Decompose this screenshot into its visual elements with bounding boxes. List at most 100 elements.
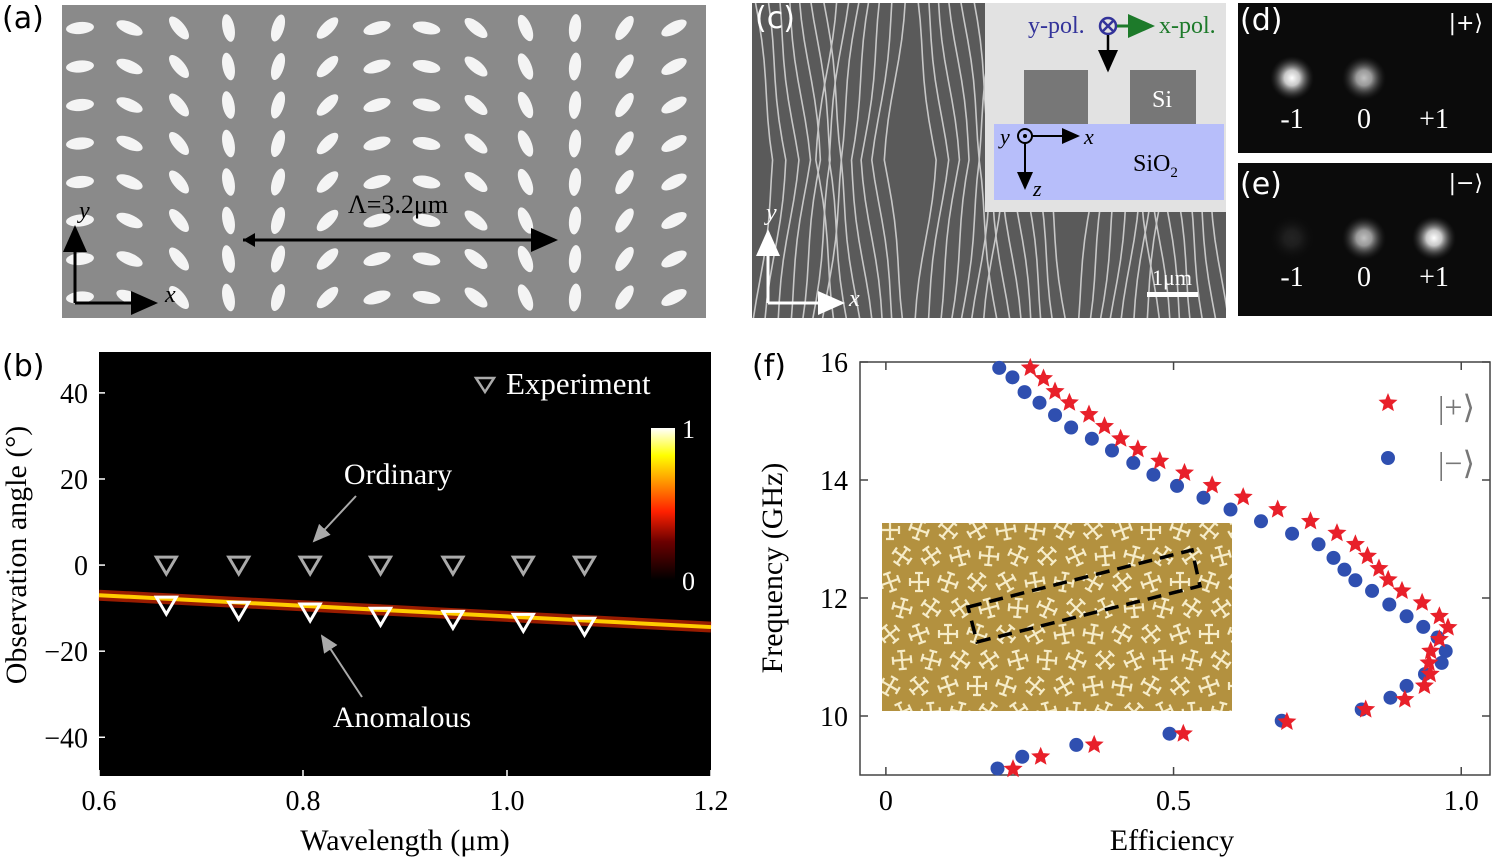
nanorod bbox=[568, 206, 582, 235]
cross-antenna bbox=[1140, 623, 1162, 645]
data-point-minus bbox=[1032, 395, 1047, 410]
data-point-minus bbox=[1337, 562, 1352, 577]
cross-antenna bbox=[1181, 597, 1203, 619]
ordinary-marker bbox=[440, 555, 466, 578]
nanorod bbox=[363, 97, 391, 113]
nanorod bbox=[270, 91, 286, 119]
data-point-plus bbox=[1356, 699, 1376, 718]
cross-antenna bbox=[882, 623, 901, 645]
nanorod bbox=[270, 245, 286, 273]
annotation-ordinary: Ordinary bbox=[344, 458, 452, 491]
pattern-line bbox=[948, 3, 970, 318]
legend-marker-minus bbox=[1381, 451, 1395, 465]
data-point-plus bbox=[1175, 462, 1194, 481]
cross-antenna bbox=[1053, 675, 1075, 697]
plot-area-b bbox=[99, 352, 711, 776]
data-point-plus bbox=[1301, 511, 1320, 530]
data-point-minus bbox=[1365, 583, 1380, 598]
x-tick-label-b: 1.2 bbox=[694, 786, 729, 817]
cross-antenna bbox=[1181, 701, 1203, 711]
cross-antenna bbox=[1082, 523, 1104, 541]
nanorod bbox=[661, 289, 687, 306]
cross-antenna bbox=[966, 571, 988, 593]
nanorod bbox=[270, 129, 286, 158]
axis-ticks-f: 0 0.5 1.0 16 14 12 10 bbox=[820, 348, 1490, 817]
cross-antenna bbox=[1198, 523, 1220, 541]
cross-antenna bbox=[920, 649, 942, 671]
data-point-plus bbox=[1059, 392, 1079, 411]
cross-antenna bbox=[1111, 523, 1133, 541]
nanorod bbox=[517, 207, 534, 234]
colorbar-min-label: 0 bbox=[682, 567, 695, 596]
panel-a: (a) Λ=3.2μm y x bbox=[2, 1, 706, 318]
data-point-minus bbox=[1434, 655, 1449, 670]
sio2-label-subscript: 2 bbox=[1170, 165, 1178, 181]
pattern-line bbox=[764, 3, 787, 318]
data-point-minus bbox=[1438, 644, 1453, 659]
data-point-minus bbox=[1105, 443, 1119, 458]
data-point-plus bbox=[1045, 381, 1065, 400]
nanorod bbox=[363, 251, 391, 267]
data-point-minus bbox=[1311, 537, 1326, 552]
nanorod bbox=[615, 15, 634, 41]
cross-antenna-array bbox=[882, 523, 1232, 711]
cross-antenna bbox=[891, 701, 913, 711]
si-label: Si bbox=[1152, 87, 1172, 113]
data-point-plus bbox=[1111, 428, 1131, 447]
cross-antenna bbox=[995, 571, 1017, 593]
panel-label-b: (b) bbox=[2, 349, 44, 384]
cross-antenna bbox=[1169, 571, 1191, 593]
cross-antenna bbox=[1111, 623, 1133, 645]
data-point-plus bbox=[1429, 629, 1449, 648]
cross-antenna bbox=[978, 701, 1000, 711]
nanorod bbox=[615, 131, 634, 156]
cross-antenna bbox=[966, 675, 988, 697]
order-label-d-p1: +1 bbox=[1419, 104, 1449, 135]
nanorod bbox=[661, 19, 687, 37]
ordinary-marker bbox=[153, 555, 179, 578]
nanorod bbox=[615, 208, 634, 233]
anomalous-marker bbox=[571, 616, 598, 639]
pattern-line bbox=[828, 3, 850, 318]
diffraction-spot bbox=[1270, 56, 1314, 100]
out-of-page-dot bbox=[1023, 134, 1027, 138]
nanorod bbox=[568, 91, 582, 119]
cross-antenna bbox=[937, 675, 959, 697]
anomalous-marker bbox=[226, 600, 252, 623]
data-point-plus bbox=[1268, 499, 1288, 518]
order-label-d-m1: -1 bbox=[1280, 104, 1303, 135]
nanorod bbox=[66, 214, 94, 227]
anomalous-marker bbox=[153, 595, 179, 618]
cross-antenna bbox=[1227, 571, 1232, 593]
cross-antenna bbox=[1065, 545, 1087, 567]
nanorod bbox=[222, 14, 235, 42]
data-point-plus bbox=[1392, 580, 1412, 599]
anomalous-marker bbox=[367, 606, 394, 629]
legend-label-plus: |+⟩ bbox=[1438, 389, 1475, 425]
cross-antenna bbox=[1024, 623, 1046, 645]
data-point-minus bbox=[1005, 370, 1020, 385]
data-point-minus bbox=[1069, 737, 1084, 752]
nanorod bbox=[517, 14, 534, 42]
inset-axis-x: x bbox=[1083, 124, 1094, 149]
cross-antenna bbox=[1124, 702, 1144, 711]
data-point-plus bbox=[1429, 606, 1449, 625]
nanorod bbox=[517, 168, 534, 196]
pattern-line bbox=[860, 3, 883, 318]
x-tick-label-b: 1.0 bbox=[490, 786, 525, 817]
cross-antenna bbox=[1227, 623, 1232, 645]
nanorod bbox=[661, 250, 687, 268]
nanorod bbox=[412, 137, 441, 150]
anomalous-marker bbox=[440, 609, 466, 632]
chart-f-marks bbox=[990, 357, 1458, 778]
cross-antenna bbox=[1140, 675, 1162, 697]
cross-antenna bbox=[966, 623, 988, 645]
sio2-label-main: SiO bbox=[1133, 151, 1170, 177]
cross-antenna bbox=[1169, 675, 1191, 697]
pattern-line bbox=[850, 3, 873, 318]
cross-antenna bbox=[1181, 649, 1203, 671]
y-tick-label-f: 14 bbox=[820, 466, 848, 497]
legend-label-experiment: Experiment bbox=[506, 366, 651, 401]
nanorod bbox=[464, 94, 488, 116]
